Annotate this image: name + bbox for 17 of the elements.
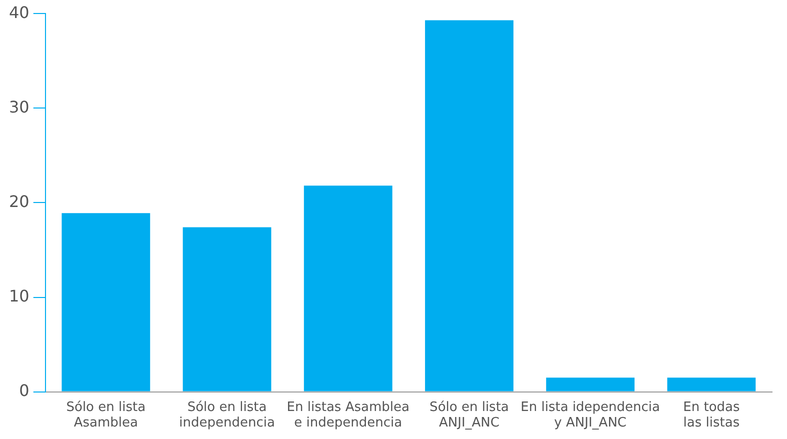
y-tick-label: 20 [9, 192, 30, 211]
bar [62, 213, 150, 392]
x-tick-label: Sólo en lista independencia [179, 400, 275, 431]
bar [425, 20, 514, 392]
bar [304, 186, 392, 392]
bar [546, 378, 635, 392]
bar [182, 227, 272, 392]
x-tick-label: Sólo en lista ANJI_ANC [430, 400, 509, 431]
y-tick-label: 0 [19, 380, 30, 400]
y-tick-label: 30 [9, 97, 30, 116]
y-tick-label: 40 [9, 2, 30, 22]
bar [667, 378, 756, 392]
x-tick-label: En todas las listas [683, 400, 740, 431]
y-tick-label: 10 [9, 286, 30, 306]
x-tick-label: En lista idependencia y ANJI_ANC [520, 400, 660, 431]
x-tick-label: En listas Asamblea e independencia [286, 400, 410, 431]
x-tick-label: Sólo en lista Asamblea [66, 400, 146, 431]
